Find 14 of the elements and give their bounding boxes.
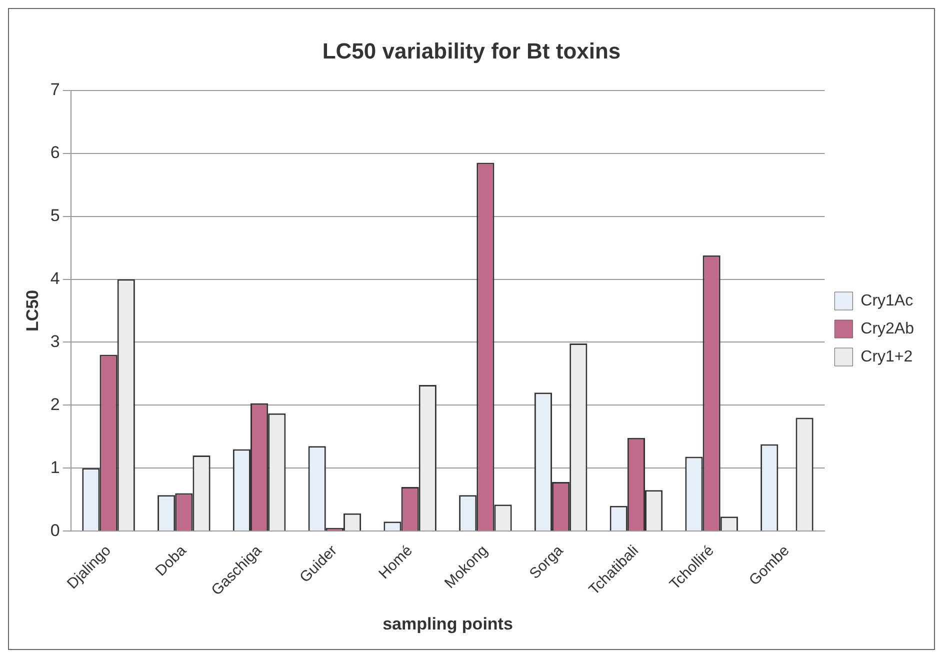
- y-axis-title: LC50: [22, 290, 42, 332]
- y-tick-label: 1: [50, 458, 60, 477]
- y-tick-label: 4: [50, 268, 60, 288]
- chart-title: LC50 variability for Bt toxins: [322, 38, 621, 64]
- y-tick-label: 7: [50, 80, 60, 100]
- legend-label: Cry1+2: [860, 348, 913, 366]
- y-tick-label: 2: [50, 394, 60, 414]
- legend-label: Cry1Ac: [860, 292, 914, 310]
- y-tick-label: 0: [50, 520, 60, 540]
- x-axis-title: sampling points: [382, 614, 513, 634]
- y-tick-label: 3: [50, 332, 60, 351]
- y-tick-label: 5: [50, 206, 60, 225]
- y-tick-label: 6: [50, 143, 60, 162]
- legend-label: Cry2Ab: [860, 320, 914, 338]
